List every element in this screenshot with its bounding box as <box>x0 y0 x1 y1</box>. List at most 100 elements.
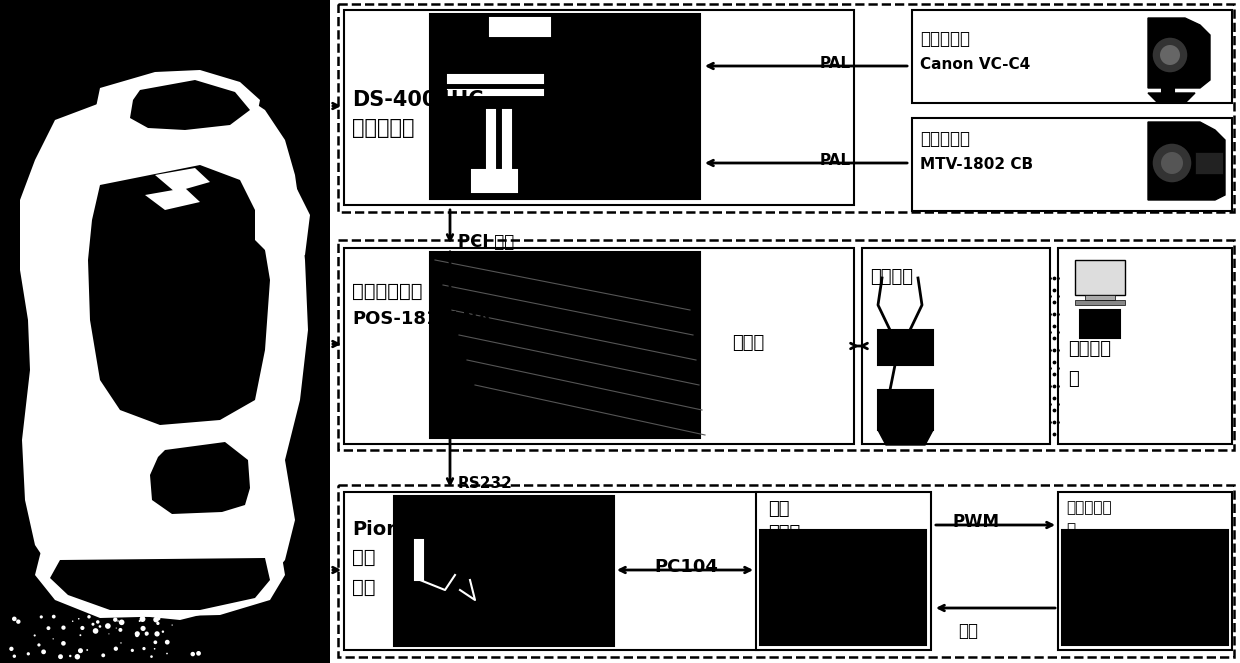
Circle shape <box>145 633 148 636</box>
Circle shape <box>12 654 16 658</box>
Polygon shape <box>95 70 260 145</box>
Bar <box>448 90 543 95</box>
Bar <box>487 110 495 175</box>
Text: PAL: PAL <box>820 56 851 71</box>
Circle shape <box>16 619 21 624</box>
Text: 平台: 平台 <box>352 578 376 597</box>
Circle shape <box>154 640 157 644</box>
Text: 以太网: 以太网 <box>732 334 764 352</box>
Circle shape <box>1159 45 1180 65</box>
Bar <box>1162 75 1174 93</box>
Circle shape <box>139 620 140 622</box>
Bar <box>343 492 759 650</box>
Text: PAL: PAL <box>820 153 851 168</box>
Circle shape <box>157 617 160 621</box>
Polygon shape <box>150 442 250 514</box>
Text: 底部摄像机: 底部摄像机 <box>920 130 970 148</box>
Circle shape <box>61 641 66 646</box>
Circle shape <box>37 643 41 646</box>
Circle shape <box>161 631 164 633</box>
Circle shape <box>1152 37 1188 73</box>
Polygon shape <box>155 168 210 192</box>
Circle shape <box>171 625 172 626</box>
Circle shape <box>155 631 160 636</box>
Circle shape <box>40 615 43 619</box>
Text: MTV-1802 CB: MTV-1802 CB <box>920 157 1033 172</box>
Circle shape <box>154 648 155 650</box>
Polygon shape <box>88 165 270 425</box>
Circle shape <box>166 652 167 654</box>
Bar <box>756 492 931 650</box>
Bar <box>1075 260 1125 295</box>
Bar <box>343 248 854 444</box>
Circle shape <box>102 654 105 657</box>
Text: 图像采集卡: 图像采集卡 <box>352 118 414 138</box>
Bar <box>1058 492 1233 650</box>
Circle shape <box>95 620 99 624</box>
Polygon shape <box>878 430 932 445</box>
Bar <box>1085 295 1115 300</box>
Circle shape <box>78 618 79 619</box>
Circle shape <box>99 625 102 628</box>
Circle shape <box>1161 152 1183 174</box>
Circle shape <box>92 623 94 626</box>
Text: DS-4004HC: DS-4004HC <box>352 90 484 110</box>
Circle shape <box>130 649 134 652</box>
Polygon shape <box>35 540 285 618</box>
Text: Canon VC-C4: Canon VC-C4 <box>920 57 1030 72</box>
Circle shape <box>72 621 73 622</box>
Circle shape <box>135 633 139 637</box>
Circle shape <box>33 634 36 636</box>
Text: POS-1811LNA: POS-1811LNA <box>352 310 491 328</box>
Polygon shape <box>130 80 250 130</box>
Circle shape <box>196 651 201 656</box>
Bar <box>339 4 1234 212</box>
Circle shape <box>81 626 84 630</box>
Circle shape <box>69 655 72 657</box>
Text: 移动: 移动 <box>352 548 376 567</box>
Circle shape <box>61 625 66 630</box>
Circle shape <box>140 616 145 622</box>
Polygon shape <box>1148 93 1195 103</box>
Circle shape <box>74 654 81 660</box>
Text: 顶部摄像机: 顶部摄像机 <box>920 30 970 48</box>
Circle shape <box>143 647 145 650</box>
Bar <box>415 540 423 580</box>
Bar <box>0 0 330 663</box>
Circle shape <box>47 627 51 630</box>
Text: 电机及编码: 电机及编码 <box>1066 500 1111 515</box>
Bar <box>878 330 932 365</box>
Bar <box>760 530 926 645</box>
Bar <box>490 18 551 36</box>
Bar <box>339 240 1234 450</box>
Circle shape <box>78 648 83 653</box>
Bar <box>472 170 517 192</box>
Circle shape <box>12 617 16 621</box>
Circle shape <box>113 617 118 622</box>
Circle shape <box>41 650 46 654</box>
Text: 脉冲: 脉冲 <box>959 622 978 640</box>
Polygon shape <box>1148 122 1225 200</box>
Bar <box>1061 530 1228 645</box>
Bar <box>1075 300 1125 305</box>
Text: 器: 器 <box>1068 370 1079 388</box>
Text: Pioneer: Pioneer <box>352 520 436 539</box>
Bar <box>430 252 701 438</box>
Bar <box>911 10 1233 103</box>
Bar <box>394 496 614 646</box>
Bar <box>1195 152 1223 174</box>
Circle shape <box>52 638 53 640</box>
Text: 研样工控主板: 研样工控主板 <box>352 282 423 301</box>
Circle shape <box>114 646 118 651</box>
Bar <box>1058 248 1233 444</box>
Polygon shape <box>20 80 308 620</box>
Circle shape <box>191 652 195 656</box>
Bar <box>911 118 1233 211</box>
Circle shape <box>120 642 122 644</box>
Circle shape <box>9 646 14 651</box>
Circle shape <box>156 622 160 625</box>
Circle shape <box>79 634 82 636</box>
Polygon shape <box>255 185 310 265</box>
Circle shape <box>135 631 140 636</box>
Circle shape <box>154 617 159 623</box>
